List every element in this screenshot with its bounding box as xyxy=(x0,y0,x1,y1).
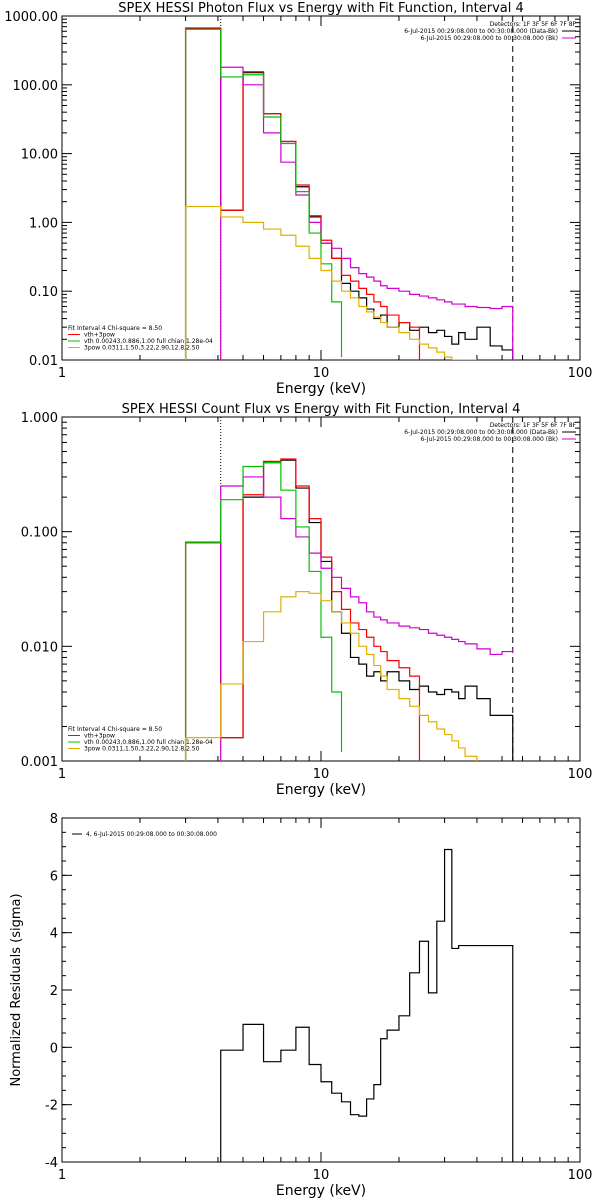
y-tick-label: -2 xyxy=(45,1099,58,1114)
x-tick-label: 10 xyxy=(313,366,330,381)
x-axis-label: Energy (keV) xyxy=(276,381,366,397)
spectrum-series-1 xyxy=(220,848,514,1162)
chart-title: SPEX HESSI Photon Flux vs Energy with Fi… xyxy=(118,1,524,16)
legend-entry: 6-Jul-2015 00:29:08.000 to 00:30:08.000 … xyxy=(404,28,558,35)
legend-entry: 6-Jul-2015 00:29:08.000 to 00:30:08.000 … xyxy=(420,35,558,42)
legend-entry: Detectors: 1F 3F 5F 6F 7F 8F xyxy=(490,21,577,28)
x-tick-label: 1 xyxy=(58,767,66,782)
spectrum-series-3 xyxy=(220,476,514,761)
y-tick-label: 4 xyxy=(50,927,58,942)
y-tick-label: 0 xyxy=(50,1041,58,1056)
legend-entry: Fit Interval 4 Chi-square = 8.50 xyxy=(68,726,162,733)
y-tick-label: 10.00 xyxy=(21,148,58,163)
legend-entry: 3pow 0.0311,1.50,3.22,2.90,12.8,2.50 xyxy=(84,746,200,753)
spectrum-series-5 xyxy=(184,591,478,761)
legend-entry: Detectors: 1F 3F 5F 6F 7F 8F xyxy=(490,422,577,429)
legend-entry: vth 0.00243,0.886,1.00 full chian 1.28e-… xyxy=(84,338,213,345)
spectrum-series-1 xyxy=(184,28,514,360)
y-tick-label: 1.000 xyxy=(21,411,58,426)
spectrum-series-1 xyxy=(184,459,514,761)
y-tick-label: -4 xyxy=(45,1156,58,1171)
chart-panel-2: SPEX HESSI Count Flux vs Energy with Fit… xyxy=(21,402,593,798)
y-tick-label: 6 xyxy=(50,869,58,884)
chart-panel-1: SPEX HESSI Photon Flux vs Energy with Fi… xyxy=(4,1,592,397)
x-axis-label: Energy (keV) xyxy=(276,1183,366,1199)
legend-entry: 6-Jul-2015 00:29:08.000 to 00:30:08.000 … xyxy=(404,429,558,436)
spectrum-series-4 xyxy=(184,462,343,761)
legend-entry: vth+3pow xyxy=(84,733,115,740)
y-axis-label: Normalized Residuals (sigma) xyxy=(9,893,24,1086)
legend-entry: 4, 6-Jul-2015 00:29:08.000 to 00:30:08.0… xyxy=(86,831,217,838)
x-axis-label: Energy (keV) xyxy=(276,782,366,798)
x-tick-label: 10 xyxy=(313,1168,330,1183)
spectrum-series-5 xyxy=(184,205,477,360)
y-tick-label: 0.10 xyxy=(29,285,58,300)
chart-title: SPEX HESSI Count Flux vs Energy with Fit… xyxy=(122,402,521,417)
chart-panel-3: 1 10 100 Energy (keV) -4 -2 0 2 4 6 8 Normalized Re… xyxy=(9,812,592,1199)
x-tick-label: 1 xyxy=(58,366,66,381)
spectrum-series-4 xyxy=(184,28,343,360)
y-tick-label: 8 xyxy=(50,812,58,827)
y-tick-label: 0.010 xyxy=(21,640,58,655)
legend-entry: 6-Jul-2015 00:29:08.000 to 00:30:08.000 … xyxy=(420,436,558,443)
y-tick-label: 0.100 xyxy=(21,526,58,541)
x-tick-label: 10 xyxy=(313,767,330,782)
y-tick-label: 2 xyxy=(50,984,58,999)
x-tick-label: 100 xyxy=(568,1168,593,1183)
y-tick-label: 100.00 xyxy=(13,79,59,94)
legend-entry: vth+3pow xyxy=(84,332,115,339)
y-tick-label: 1.00 xyxy=(29,216,58,231)
x-tick-label: 100 xyxy=(568,767,593,782)
legend-entry: vth 0.00243,0.886,1.00 full chian 1.28e-… xyxy=(84,739,213,746)
y-tick-label: 0.001 xyxy=(21,755,58,770)
x-tick-label: 1 xyxy=(58,1168,66,1183)
legend-entry: Fit Interval 4 Chi-square = 8.50 xyxy=(68,325,162,332)
y-tick-label: 1000.00 xyxy=(4,10,58,25)
x-tick-label: 100 xyxy=(568,366,593,381)
y-tick-label: 0.01 xyxy=(29,354,58,369)
legend-entry: 3pow 0.0311,1.50,3.22,2.90,12.8,2.50 xyxy=(84,345,200,352)
spectrum-series-3 xyxy=(220,66,514,360)
plot-frame xyxy=(61,817,581,1163)
